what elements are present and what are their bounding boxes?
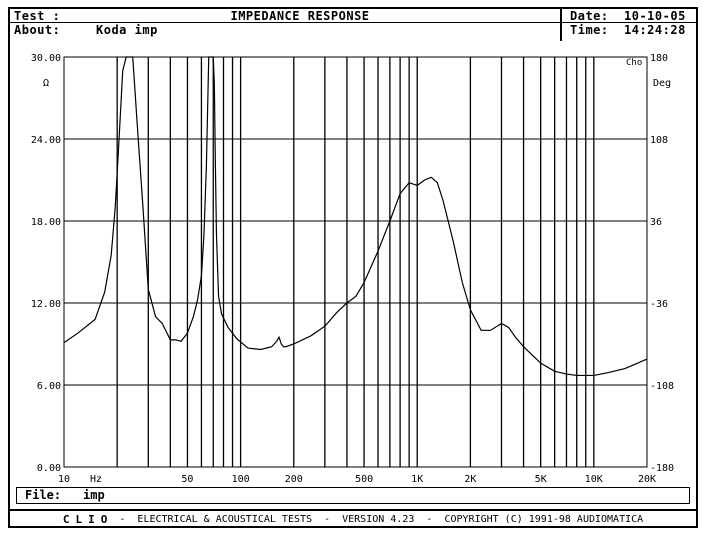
y2-tick-label: -108 <box>650 381 674 392</box>
y-tick-label: 6.00 <box>37 381 61 392</box>
impedance-curve <box>63 56 648 377</box>
y2-tick-label: 108 <box>650 135 668 146</box>
x-tick-label: 10K <box>585 474 603 485</box>
x-unit-label: Hz <box>90 474 102 485</box>
corner-label: Cho <box>626 58 642 68</box>
date-label: Date: <box>570 9 609 23</box>
plot-area <box>63 56 648 468</box>
y2-tick-label: -36 <box>650 299 668 310</box>
footer-bar: CLIO - ELECTRICAL & ACOUSTICAL TESTS - V… <box>8 509 698 528</box>
file-bar: File: imp <box>16 487 690 504</box>
x-tick-label: 1K <box>411 474 423 485</box>
date-value: 10-10-05 <box>624 9 686 23</box>
header-vertical-divider <box>560 9 562 41</box>
y-tick-label: 30.00 <box>31 53 61 64</box>
x-tick-label: 20K <box>638 474 656 485</box>
y-tick-label: 18.00 <box>31 217 61 228</box>
time-label: Time: <box>570 23 609 37</box>
file-value: imp <box>83 488 105 502</box>
footer-brand: CLIO <box>62 513 114 526</box>
y2-unit-label: Deg <box>653 78 671 89</box>
y-tick-label: 24.00 <box>31 135 61 146</box>
page-title: IMPEDANCE RESPONSE <box>230 9 370 23</box>
file-label: File: <box>25 488 62 502</box>
about-label: About: <box>14 23 61 37</box>
y-tick-label: 0.00 <box>37 463 61 474</box>
test-label: Test : <box>14 9 61 23</box>
x-tick-label: 500 <box>355 474 373 485</box>
header-panel: Test : IMPEDANCE RESPONSE About: Koda im… <box>8 7 698 41</box>
x-tick-label: 2K <box>464 474 476 485</box>
y-unit-label: Ω <box>43 78 49 89</box>
x-tick-label: 50 <box>181 474 193 485</box>
about-value: Koda imp <box>96 23 158 37</box>
y-tick-label: 12.00 <box>31 299 61 310</box>
x-tick-label: 10 <box>58 474 70 485</box>
x-tick-label: 5K <box>535 474 547 485</box>
y2-tick-label: 180 <box>650 53 668 64</box>
y2-tick-label: -180 <box>650 463 674 474</box>
x-tick-label: 200 <box>285 474 303 485</box>
y2-tick-label: 36 <box>650 217 662 228</box>
footer-text: - ELECTRICAL & ACOUSTICAL TESTS - VERSIO… <box>113 514 644 525</box>
header-divider <box>10 22 696 23</box>
x-tick-label: 100 <box>232 474 250 485</box>
time-value: 14:24:28 <box>624 23 686 37</box>
